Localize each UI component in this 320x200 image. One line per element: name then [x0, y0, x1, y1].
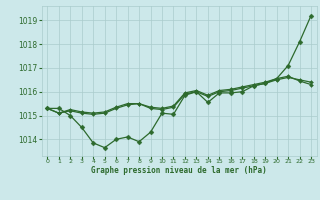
X-axis label: Graphe pression niveau de la mer (hPa): Graphe pression niveau de la mer (hPa) — [91, 166, 267, 175]
